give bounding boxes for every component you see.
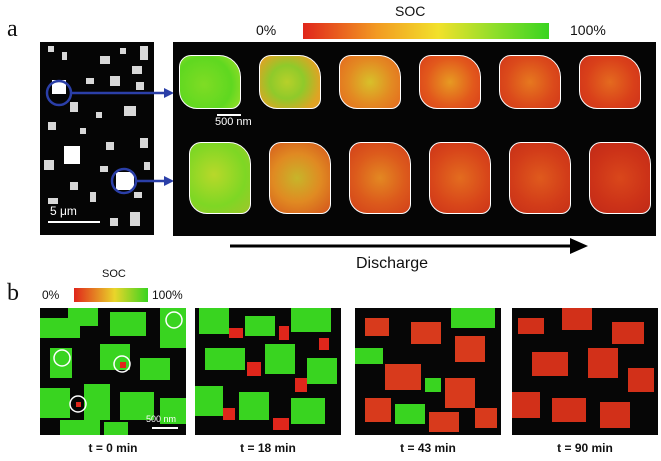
scale-label-500nm-b: 500 nm bbox=[146, 414, 177, 424]
particle-2-frame-5 bbox=[509, 142, 571, 214]
particle-2-frame-4 bbox=[429, 142, 491, 214]
soc-colorbar-a bbox=[303, 23, 549, 39]
discharge-arrow bbox=[230, 238, 588, 254]
particle-1-frame-5 bbox=[499, 55, 561, 109]
soc-max-a: 100% bbox=[570, 22, 606, 38]
time-label-t43: t = 43 min bbox=[400, 441, 456, 455]
soc-title-a: SOC bbox=[395, 3, 426, 19]
overview-map: 5 μm bbox=[40, 42, 154, 235]
frame-t90 bbox=[512, 308, 658, 435]
particle-2-frame-6 bbox=[589, 142, 651, 214]
time-label-t18: t = 18 min bbox=[240, 441, 296, 455]
particle-2-frame-3 bbox=[349, 142, 411, 214]
soc-min-a: 0% bbox=[256, 22, 277, 38]
frame-t18 bbox=[195, 308, 341, 435]
particle-2-frame-1 bbox=[189, 142, 251, 214]
overview-particles bbox=[44, 46, 150, 226]
time-label-t0: t = 0 min bbox=[88, 441, 138, 455]
particle-1-frame-2 bbox=[259, 55, 321, 109]
particle-sequence: 500 nm bbox=[173, 42, 656, 236]
discharge-label: Discharge bbox=[356, 255, 429, 272]
particle-1-frame-4 bbox=[419, 55, 481, 109]
particle-1-frame-1 bbox=[179, 55, 241, 109]
soc-max-b: 100% bbox=[152, 288, 183, 302]
scale-label-5um: 5 μm bbox=[50, 204, 77, 218]
scale-bar-500nm-a bbox=[217, 114, 241, 116]
soc-colorbar-b bbox=[74, 288, 148, 302]
panel-label-a: a bbox=[7, 16, 18, 42]
particle-2-frame-2 bbox=[269, 142, 331, 214]
scale-label-500nm-a: 500 nm bbox=[215, 116, 252, 128]
frame-t0: 500 nm bbox=[40, 308, 186, 435]
soc-title-b: SOC bbox=[102, 268, 126, 280]
soc-min-b: 0% bbox=[42, 288, 60, 302]
connector-arrows bbox=[70, 88, 174, 186]
particle-1-frame-3 bbox=[339, 55, 401, 109]
particle-1-frame-6 bbox=[579, 55, 641, 109]
frame-t43 bbox=[355, 308, 501, 435]
panel-label-b: b bbox=[7, 280, 19, 306]
time-label-t90: t = 90 min bbox=[557, 441, 613, 455]
